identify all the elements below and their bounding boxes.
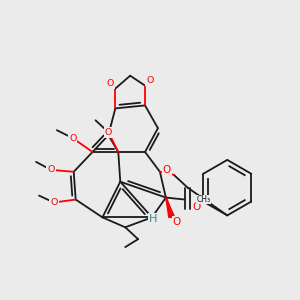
Text: O: O	[50, 198, 58, 207]
Text: O: O	[163, 165, 171, 175]
Polygon shape	[166, 198, 175, 218]
Text: O: O	[47, 165, 55, 174]
Text: O: O	[105, 128, 112, 137]
Text: CH₃: CH₃	[196, 195, 211, 204]
Text: O: O	[107, 79, 114, 88]
Text: O: O	[146, 76, 154, 85]
Text: O: O	[192, 202, 201, 212]
Text: H: H	[149, 214, 157, 224]
Text: O: O	[69, 134, 76, 142]
Text: O: O	[172, 217, 181, 227]
